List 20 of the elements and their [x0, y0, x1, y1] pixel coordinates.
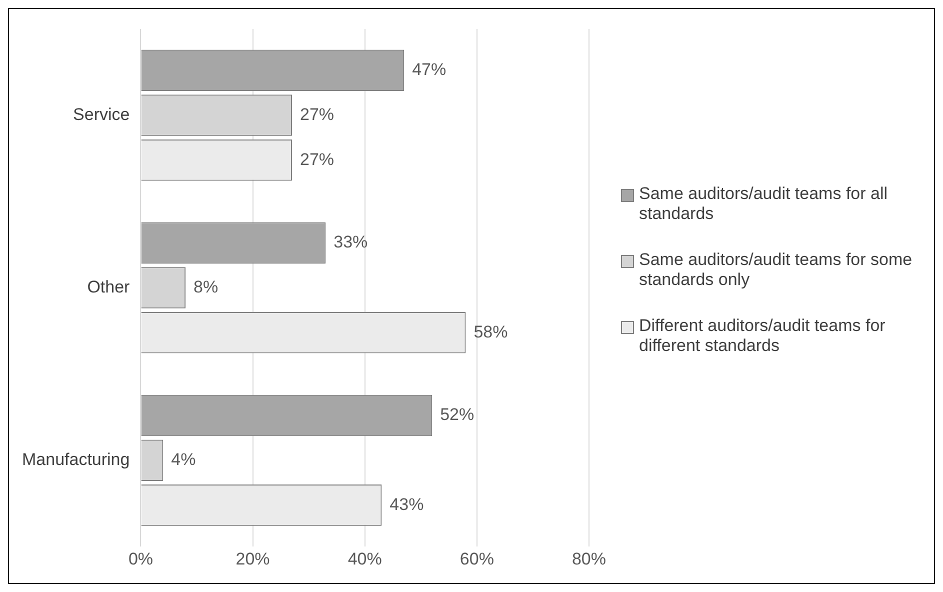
x-tick-label: 20%	[236, 549, 270, 568]
data-label: 4%	[171, 450, 196, 470]
legend-label: Same auditors/audit teams for all standards	[639, 184, 889, 224]
x-tick-label: 0%	[128, 549, 154, 568]
data-label: 52%	[440, 405, 474, 424]
legend-label: Different auditors/audit teams for different standards	[639, 316, 886, 356]
y-tick-label: Service	[73, 104, 130, 124]
data-label: 58%	[474, 322, 508, 342]
x-tick-label: 40%	[348, 549, 382, 568]
legend-label: Same auditors/audit teams for some standards only	[639, 250, 914, 290]
data-label: 27%	[300, 150, 334, 169]
data-label: 8%	[194, 277, 218, 296]
data-label: 47%	[412, 60, 446, 80]
x-tick-label: 60%	[460, 549, 494, 568]
x-tick-label: 80%	[572, 549, 606, 568]
y-tick-label: Manufacturing	[22, 450, 130, 470]
data-label: 33%	[334, 232, 368, 252]
data-label: 43%	[390, 494, 424, 514]
y-tick-label: Other	[87, 277, 130, 296]
data-label: 27%	[300, 104, 334, 124]
